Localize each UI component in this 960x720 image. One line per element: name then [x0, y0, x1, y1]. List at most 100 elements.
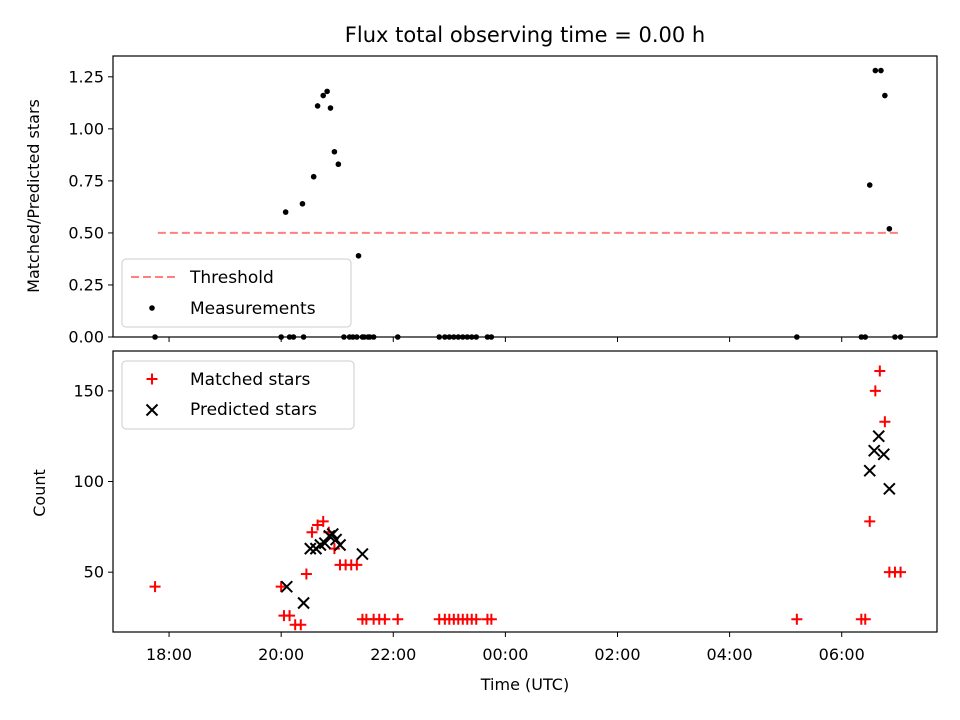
legend-box — [121, 258, 352, 328]
matched-star-point — [879, 416, 891, 428]
measurement-point — [451, 334, 457, 340]
predicted-star-point — [872, 429, 885, 443]
plot-frame — [112, 55, 938, 338]
bottom-legend: Matched stars Predicted stars — [121, 360, 355, 430]
matched-star-point — [306, 526, 318, 538]
measurement-point — [794, 334, 800, 340]
x-tick-label: 00:00 — [482, 645, 528, 664]
legend-box — [121, 360, 355, 430]
matched-star-point — [869, 385, 881, 397]
measurement-point — [354, 334, 360, 340]
measurement-point — [882, 92, 888, 99]
bottom-panel: 50 100 150 18:00 20:00 22:00 00:00 02:00 04:00 06… — [73, 350, 938, 664]
measurement-point — [442, 334, 448, 340]
x-tick-label: 18:00 — [146, 645, 192, 664]
top-y-axis-title: Matched/Predicted stars — [24, 99, 43, 293]
matched-star-point — [864, 515, 876, 527]
measurement-point — [872, 67, 879, 74]
x-tick-label: 20:00 — [258, 645, 304, 664]
y-tick-label: 100 — [73, 472, 104, 491]
matched-star-point — [874, 365, 886, 377]
y-tick-label: 0.25 — [68, 275, 104, 294]
legend-measurements-label: Measurements — [190, 299, 316, 319]
matched-star-point — [275, 581, 287, 593]
y-tick-label: 150 — [73, 381, 104, 400]
measurement-point — [459, 334, 466, 340]
predicted-star-point — [297, 596, 310, 610]
predicted-star-point — [868, 444, 881, 457]
matched-star-point — [379, 613, 391, 625]
measurement-point — [327, 105, 334, 111]
matched-star-point — [351, 559, 363, 571]
matched-star-point — [295, 619, 307, 631]
measurement-point — [862, 334, 869, 340]
predicted-star-point — [863, 464, 876, 477]
measurement-point — [436, 334, 443, 340]
measurement-point — [468, 334, 475, 340]
x-tick-label: 06:00 — [819, 645, 865, 664]
measurement-point — [331, 148, 338, 155]
predicted-star-point — [883, 482, 896, 495]
matched-star-point — [470, 613, 482, 625]
measurement-point — [484, 334, 491, 340]
measurement-point — [278, 334, 284, 340]
x-tick-label: 22:00 — [370, 645, 416, 664]
legend-measurements-swatch — [149, 305, 155, 311]
predicted-star-point — [333, 538, 347, 552]
predicted-star-point — [323, 529, 336, 543]
measurement-point — [320, 92, 327, 99]
measurement-point — [286, 334, 293, 340]
y-tick-label: 1.25 — [68, 67, 104, 86]
measurement-point — [473, 334, 480, 340]
measurement-point — [361, 334, 367, 340]
y-tick-label: 0.00 — [68, 328, 104, 347]
measurement-point — [300, 334, 307, 340]
matched-star-point — [392, 613, 404, 625]
matched-star-point — [312, 519, 324, 531]
y-tick-label: 1.00 — [68, 119, 104, 138]
measurement-point — [897, 334, 904, 340]
measurement-point — [858, 334, 865, 340]
predicted-star-point — [304, 542, 317, 555]
matched-star-point — [300, 568, 312, 580]
measurement-point — [282, 209, 289, 215]
measurement-point — [341, 334, 347, 340]
matched-star-point — [859, 613, 871, 625]
predicted-star-point — [326, 527, 339, 541]
measurement-point — [455, 334, 462, 340]
measurement-point — [866, 182, 873, 188]
matched-star-point — [284, 610, 296, 622]
x-tick-label: 04:00 — [707, 645, 753, 664]
y-tick-label: 0.50 — [68, 223, 104, 242]
legend-predicted-label: Predicted stars — [190, 400, 317, 420]
plot-frame — [112, 350, 938, 633]
x-tick-label: 02:00 — [594, 645, 640, 664]
measurement-point — [314, 103, 321, 109]
measurement-point — [446, 334, 453, 340]
measurement-point — [290, 334, 297, 340]
predicted-star-point — [329, 533, 343, 546]
measurement-point — [350, 334, 356, 340]
predicted-star-point — [356, 547, 369, 561]
matched-star-point — [149, 581, 161, 593]
predicted-star-point — [280, 580, 293, 593]
matched-star-point — [328, 543, 340, 555]
legend-threshold-label: Threshold — [189, 268, 274, 288]
measurement-point — [310, 173, 317, 180]
measurement-point — [324, 88, 330, 95]
measurement-point — [299, 200, 306, 207]
measurement-point — [335, 161, 342, 168]
legend-predicted-swatch — [145, 403, 159, 417]
measurement-point — [892, 334, 898, 340]
chart-title: Flux total observing time = 0.00 h — [345, 23, 705, 47]
measurement-point — [878, 67, 884, 74]
measurement-point — [886, 225, 893, 232]
measurement-point — [464, 334, 471, 340]
matched-star-point — [485, 613, 497, 625]
measurement-point — [370, 334, 377, 340]
legend-matched-label: Matched stars — [190, 370, 310, 390]
measurement-point — [394, 334, 401, 340]
top-legend: Threshold Measurements — [121, 258, 352, 328]
y-tick-label: 50 — [84, 563, 104, 582]
